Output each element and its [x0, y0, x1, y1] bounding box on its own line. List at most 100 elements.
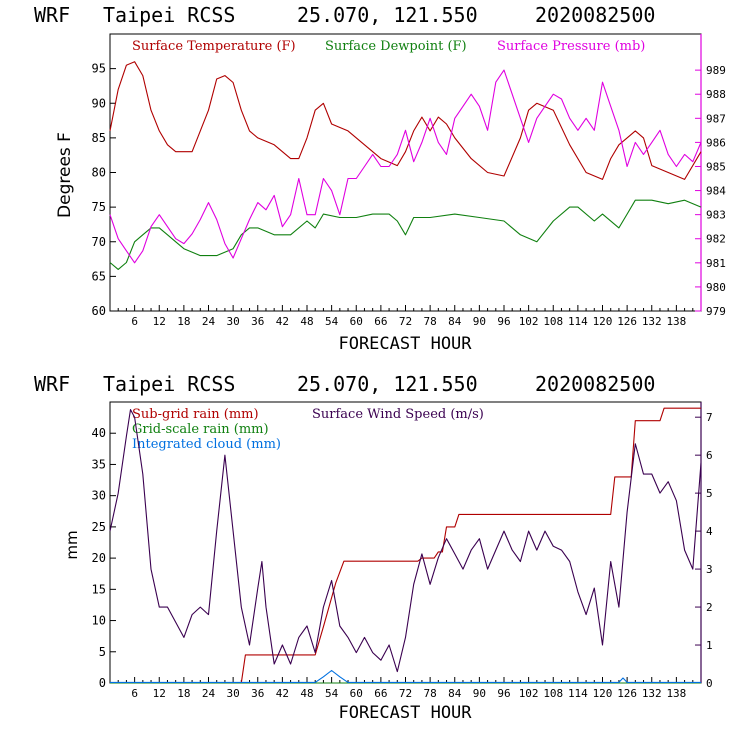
bottom-y2tick-label: 4: [706, 525, 713, 538]
top-xtick-label: 6: [131, 315, 138, 328]
bottom-ytick-label: 0: [99, 676, 106, 690]
bottom-xtick-label: 36: [251, 687, 264, 700]
top-y2tick-label: 980: [706, 281, 726, 294]
top-title-station: Taipei RCSS: [103, 3, 235, 27]
top-xtick-label: 78: [424, 315, 437, 328]
bottom-title: WRF Taipei RCSS 25.070, 121.550 20200825…: [34, 372, 655, 396]
top-xtick-label: 72: [399, 315, 412, 328]
top-xtick-label: 126: [617, 315, 637, 328]
legend-integrated-cloud: Integrated cloud (mm): [132, 437, 281, 452]
legend-surface-dewpoint: Surface Dewpoint (F): [325, 39, 467, 54]
top-ytick-label: 80: [92, 166, 106, 180]
top-y2tick-label: 988: [706, 88, 726, 101]
bottom-ytick-label: 10: [92, 614, 106, 628]
bottom-xtick-label: 132: [642, 687, 662, 700]
top-title: WRF Taipei RCSS 25.070, 121.550 20200825…: [34, 3, 655, 27]
bottom-xtick-label: 78: [424, 687, 437, 700]
top-xlabel: FORECAST HOUR: [338, 334, 472, 354]
bottom-plot-area: 6 12 18 24 30 36 42 48 54 60 66 72 78 84 90 96 102 108 114…: [92, 401, 713, 700]
bottom-xtick-label: 126: [617, 687, 637, 700]
bottom-title-model: WRF: [34, 372, 70, 396]
bottom-xtick-label: 24: [202, 687, 216, 700]
top-y2tick-label: 987: [706, 112, 726, 125]
bottom-ytick-label: 25: [92, 520, 106, 534]
bottom-xtick-label: 90: [473, 687, 486, 700]
bottom-xlabel: FORECAST HOUR: [338, 703, 472, 723]
top-y2tick-label: 985: [706, 160, 726, 173]
bottom-ytick-label: 15: [92, 582, 106, 596]
top-y2tick-label: 984: [706, 185, 726, 198]
bottom-ytick-label: 35: [92, 457, 106, 471]
bottom-ytick-label: 5: [99, 645, 106, 659]
top-xtick-label: 12: [153, 315, 166, 328]
top-xtick-label: 108: [543, 315, 563, 328]
top-series-surface-dewpoint-f: [109, 199, 702, 270]
legend-subgrid-rain: Sub-grid rain (mm): [132, 407, 259, 422]
legend-gridscale-rain: Grid-scale rain (mm): [132, 422, 269, 437]
bottom-xtick-label: 108: [543, 687, 563, 700]
top-xtick-label: 54: [325, 315, 339, 328]
bottom-xtick-label: 54: [325, 687, 339, 700]
bottom-ytick-label: 20: [92, 551, 106, 565]
bottom-ylabel-mm: mm: [63, 530, 81, 559]
top-y2tick-label: 982: [706, 233, 726, 246]
top-legend: Surface Temperature (F) Surface Dewpoint…: [132, 39, 645, 54]
top-ytick-label: 60: [92, 304, 106, 318]
bottom-title-date: 2020082500: [535, 372, 655, 396]
bottom-xtick-label: 48: [300, 687, 313, 700]
top-ytick-label: 90: [92, 96, 106, 110]
top-y2tick-label: 979: [706, 305, 726, 318]
bottom-series-surface-wind-speed-m-s: [109, 409, 702, 673]
top-xtick-label: 24: [202, 315, 216, 328]
top-xtick-label: 66: [374, 315, 387, 328]
bottom-xtick-label: 84: [448, 687, 462, 700]
bottom-y2tick-label: 7: [706, 411, 713, 424]
bottom-xtick-label: 60: [350, 687, 363, 700]
bottom-xtick-label: 102: [519, 687, 539, 700]
bottom-y2tick-label: 2: [706, 601, 713, 614]
bottom-series-integrated-cloud-mm: [110, 669, 701, 683]
top-xtick-label: 120: [593, 315, 613, 328]
bottom-ytick-label: 40: [92, 426, 106, 440]
bottom-xtick-label: 96: [497, 687, 510, 700]
top-xtick-label: 96: [497, 315, 510, 328]
bottom-xtick-label: 18: [177, 687, 190, 700]
top-xtick-label: 42: [276, 315, 289, 328]
top-ytick-label: 85: [92, 131, 106, 145]
top-xtick-label: 132: [642, 315, 662, 328]
top-title-model: WRF: [34, 3, 70, 27]
bottom-xtick-label: 114: [568, 687, 588, 700]
top-xtick-label: 36: [251, 315, 264, 328]
bottom-xtick-label: 66: [374, 687, 387, 700]
legend-surface-temperature: Surface Temperature (F): [132, 39, 296, 54]
top-y2tick-label: 986: [706, 136, 726, 149]
bottom-y2tick-label: 0: [706, 677, 713, 690]
top-xtick-label: 30: [227, 315, 240, 328]
bottom-xtick-label: 138: [666, 687, 686, 700]
top-ytick-label: 70: [92, 235, 106, 249]
bottom-ytick-label: 30: [92, 489, 106, 503]
top-ylabel-degrees: Degrees F: [55, 132, 75, 218]
top-series-surface-pressure-mb: [109, 69, 702, 264]
bottom-legend: Sub-grid rain (mm) Grid-scale rain (mm) …: [132, 407, 484, 452]
top-xtick-label: 138: [666, 315, 686, 328]
top-xtick-label: 84: [448, 315, 462, 328]
top-y2tick-label: 983: [706, 209, 726, 222]
top-ytick-label: 95: [92, 62, 106, 76]
top-title-date: 2020082500: [535, 3, 655, 27]
top-plot-area: 6 12 18 24 30 36 42 48 54 60 66 72 78 84 90 96 102 108 114…: [92, 33, 726, 328]
top-frame: [109, 33, 702, 312]
top-series-surface-temperature-f: [109, 61, 702, 180]
bottom-xtick-label: 6: [131, 687, 138, 700]
bottom-xtick-label: 42: [276, 687, 289, 700]
bottom-y2tick-label: 6: [706, 449, 713, 462]
bottom-title-station: Taipei RCSS: [103, 372, 235, 396]
top-y2tick-label: 989: [706, 64, 726, 77]
bottom-y2tick-label: 5: [706, 487, 713, 500]
bottom-xtick-label: 12: [153, 687, 166, 700]
top-xtick-label: 90: [473, 315, 486, 328]
top-ytick-label: 75: [92, 200, 106, 214]
bottom-xtick-label: 120: [593, 687, 613, 700]
top-xtick-label: 60: [350, 315, 363, 328]
